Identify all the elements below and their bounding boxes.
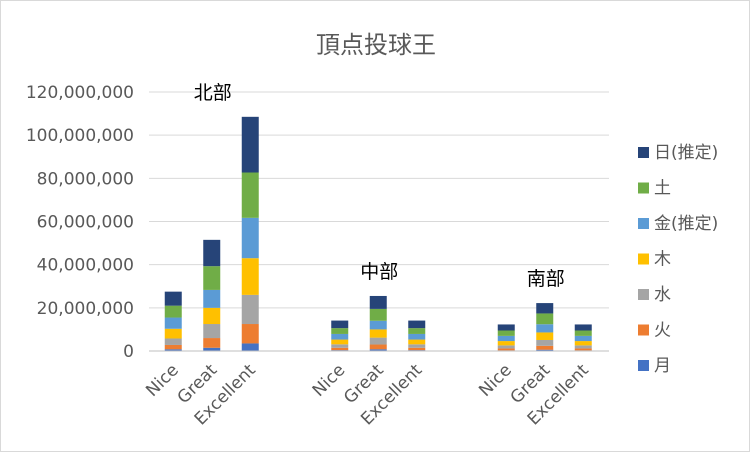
bar-segment (241, 343, 259, 351)
bar-segment (536, 339, 554, 346)
bar-segment (408, 344, 426, 348)
bar-segment (241, 324, 259, 344)
bar-segment (497, 341, 515, 346)
legend-label: 木 (654, 250, 671, 270)
y-tick-label: 60,000,000 (37, 213, 134, 233)
gridlines (149, 91, 609, 352)
y-tick-label: 100,000,000 (26, 126, 134, 146)
bar-segment (536, 324, 554, 333)
bar-segment (369, 308, 387, 321)
legend-swatch (638, 289, 649, 300)
bar-segment (369, 320, 387, 330)
bar-segment (164, 291, 182, 306)
legend-swatch (638, 324, 649, 336)
bar-segment (574, 324, 592, 331)
bar-segment (574, 335, 592, 342)
y-tick-label: 0 (123, 342, 134, 362)
bar-segment (574, 345, 592, 349)
bar-segment (164, 317, 182, 329)
group-label: 南部 (527, 268, 565, 290)
bar-segment (536, 349, 554, 351)
group-label: 中部 (360, 261, 398, 283)
bar-segment (331, 344, 349, 348)
legend-label: 金(推定) (654, 214, 718, 234)
legend-swatch (638, 182, 649, 194)
legend-label: 水 (654, 285, 671, 305)
bar-segment (497, 335, 515, 342)
bar-segment (536, 345, 554, 350)
y-tick-label: 80,000,000 (37, 169, 134, 189)
bar-segment (369, 337, 387, 345)
bar-segment (536, 313, 554, 325)
bar-segment (331, 320, 349, 329)
bar-segment (203, 266, 221, 290)
bar-segment (241, 116, 259, 173)
y-tick-label: 20,000,000 (37, 299, 134, 319)
bar-segment (408, 347, 426, 351)
bar-segment (574, 341, 592, 346)
chart-title: 頂点投球王 (316, 31, 436, 59)
legend-swatch (638, 253, 649, 265)
bar-segment (536, 332, 554, 340)
bar-segment (164, 349, 182, 351)
bar-segment (497, 330, 515, 336)
bar-segment (369, 344, 387, 350)
bar-segment (369, 349, 387, 351)
bar-segment (203, 338, 221, 348)
bar-segment (574, 330, 592, 336)
bar-segment (331, 333, 349, 340)
bar-segment (497, 348, 515, 351)
bar-segment (164, 338, 182, 345)
legend-label: 日(推定) (654, 143, 718, 163)
y-tick-label: 40,000,000 (37, 256, 134, 276)
bar-segment (369, 295, 387, 309)
bar-segment (497, 324, 515, 331)
bar-segment (241, 294, 259, 325)
bar-segment (241, 217, 259, 259)
legend-label: 土 (654, 179, 671, 199)
bar-segment (203, 347, 221, 351)
bar-segment (408, 339, 426, 345)
bar-segment (408, 328, 426, 334)
legend-swatch (638, 218, 649, 229)
bar-segment (164, 344, 182, 350)
legend-swatch (638, 147, 649, 158)
bar-segment (408, 333, 426, 340)
bar-segment (203, 289, 221, 308)
bar-segment (164, 305, 182, 318)
bar-segment (408, 320, 426, 329)
bar-segment (331, 347, 349, 351)
bar-segment (331, 339, 349, 345)
y-axis-tick-labels: 0 20,000,000 40,000,000 60,000,000 80,000,00… (26, 83, 134, 362)
legend-label: 月 (654, 356, 671, 376)
bar-segment (203, 324, 221, 339)
bar-segment (164, 328, 182, 339)
bar-segment (241, 172, 259, 218)
bar-segment (331, 328, 349, 334)
bar-segment (536, 303, 554, 314)
y-tick-label: 120,000,000 (26, 83, 134, 103)
bar-segment (203, 239, 221, 267)
legend-swatch (638, 360, 649, 371)
legend-label: 火 (654, 321, 671, 341)
bars (164, 116, 592, 351)
bar-segment (369, 329, 387, 338)
bar-segment (574, 348, 592, 351)
bar-segment (497, 345, 515, 349)
bar-segment (241, 258, 259, 295)
bar-segment (203, 307, 221, 325)
group-label: 北部 (194, 82, 232, 104)
